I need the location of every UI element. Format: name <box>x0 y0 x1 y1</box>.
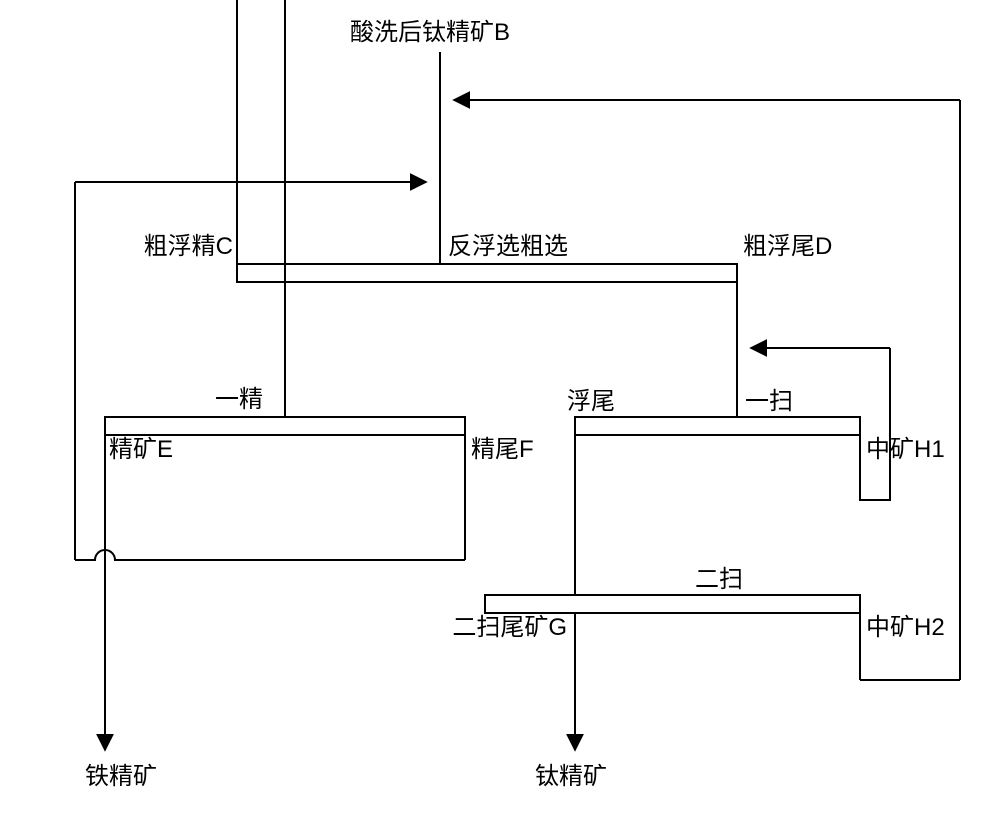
label-G: 二扫尾矿G <box>452 614 567 641</box>
label-E: 精矿E <box>109 436 173 463</box>
label-ti-out: 钛精矿 <box>535 763 607 790</box>
label-ersao: 二扫 <box>695 566 743 593</box>
rougher-left-label: 粗浮精C <box>144 233 233 260</box>
cleaner-title: 一精 <box>215 386 263 413</box>
input-label: 酸洗后钛精矿B <box>350 19 510 46</box>
label-H1: 中矿H1 <box>866 436 945 463</box>
label-yisao: 一扫 <box>745 388 793 415</box>
rougher-title: 反浮选粗选 <box>448 233 568 260</box>
label-fe-out: 铁精矿 <box>85 763 157 790</box>
label-fuwei: 浮尾 <box>567 388 615 415</box>
label-H2: 中矿H2 <box>866 614 945 641</box>
label-F: 精尾F <box>471 436 534 463</box>
rougher-right-label: 粗浮尾D <box>743 233 832 260</box>
